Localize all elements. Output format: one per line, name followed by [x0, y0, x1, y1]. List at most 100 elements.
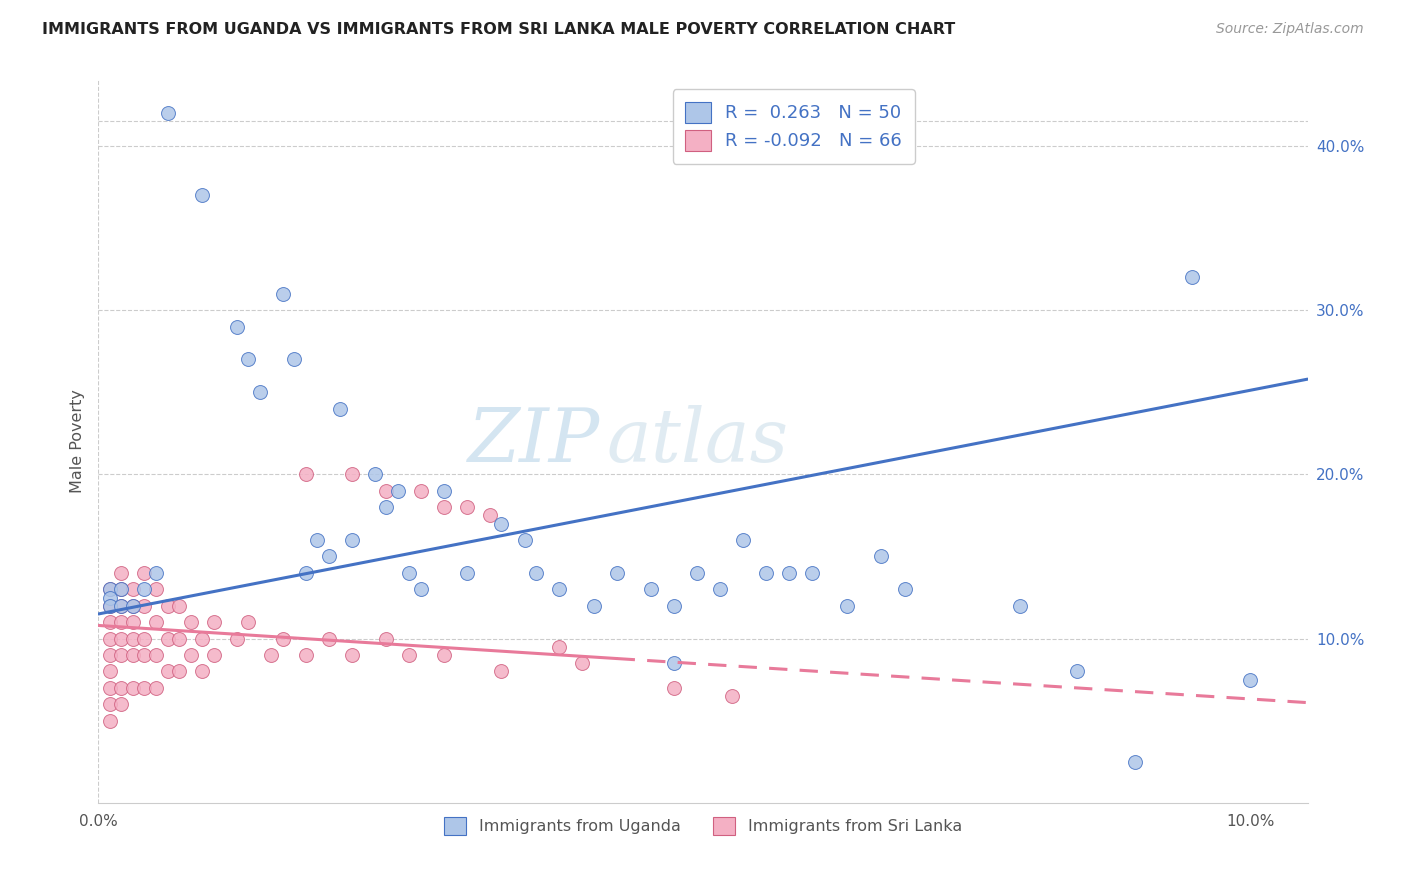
Point	[778, 566, 800, 580]
Point	[110, 615, 132, 630]
Point	[478, 508, 501, 523]
Point	[340, 648, 363, 662]
Point	[122, 599, 145, 613]
Y-axis label: Male Poverty: Male Poverty	[69, 390, 84, 493]
Point	[98, 582, 121, 597]
Point	[110, 599, 132, 613]
Point	[167, 599, 190, 613]
Point	[110, 582, 132, 597]
Point	[307, 533, 329, 547]
Point	[283, 352, 305, 367]
Point	[513, 533, 536, 547]
Text: ZIP: ZIP	[468, 405, 600, 478]
Point	[456, 500, 478, 515]
Point	[1008, 599, 1031, 613]
Point	[98, 665, 121, 679]
Point	[260, 648, 283, 662]
Point	[664, 681, 686, 695]
Point	[98, 681, 121, 695]
Point	[387, 483, 409, 498]
Point	[433, 483, 456, 498]
Point	[491, 665, 513, 679]
Point	[755, 566, 778, 580]
Point	[664, 657, 686, 671]
Point	[733, 533, 755, 547]
Point	[122, 681, 145, 695]
Point	[1239, 673, 1261, 687]
Point	[202, 648, 225, 662]
Point	[409, 483, 432, 498]
Point	[167, 665, 190, 679]
Point	[1181, 270, 1204, 285]
Point	[582, 599, 605, 613]
Point	[640, 582, 662, 597]
Point	[134, 582, 156, 597]
Point	[180, 615, 202, 630]
Point	[98, 615, 121, 630]
Point	[202, 615, 225, 630]
Point	[145, 615, 167, 630]
Point	[110, 698, 132, 712]
Point	[98, 714, 121, 728]
Point	[329, 401, 352, 416]
Point	[835, 599, 858, 613]
Text: IMMIGRANTS FROM UGANDA VS IMMIGRANTS FROM SRI LANKA MALE POVERTY CORRELATION CHA: IMMIGRANTS FROM UGANDA VS IMMIGRANTS FRO…	[42, 22, 956, 37]
Point	[340, 467, 363, 482]
Point	[236, 352, 259, 367]
Point	[110, 566, 132, 580]
Legend: Immigrants from Uganda, Immigrants from Sri Lanka: Immigrants from Uganda, Immigrants from …	[437, 811, 969, 842]
Point	[409, 582, 432, 597]
Point	[294, 648, 316, 662]
Point	[375, 632, 398, 646]
Point	[156, 632, 179, 646]
Point	[686, 566, 709, 580]
Point	[122, 648, 145, 662]
Point	[1066, 665, 1088, 679]
Point	[375, 500, 398, 515]
Point	[110, 648, 132, 662]
Point	[294, 566, 316, 580]
Point	[134, 566, 156, 580]
Point	[134, 599, 156, 613]
Point	[571, 657, 593, 671]
Point	[249, 385, 271, 400]
Text: atlas: atlas	[606, 405, 789, 478]
Point	[225, 632, 247, 646]
Point	[98, 591, 121, 605]
Point	[156, 106, 179, 120]
Point	[720, 689, 742, 703]
Point	[191, 188, 214, 202]
Point	[236, 615, 259, 630]
Point	[870, 549, 893, 564]
Point	[548, 582, 571, 597]
Point	[318, 549, 340, 564]
Point	[398, 566, 420, 580]
Point	[122, 615, 145, 630]
Point	[145, 582, 167, 597]
Point	[191, 632, 214, 646]
Point	[893, 582, 915, 597]
Text: Source: ZipAtlas.com: Source: ZipAtlas.com	[1216, 22, 1364, 37]
Point	[98, 599, 121, 613]
Point	[801, 566, 824, 580]
Point	[122, 632, 145, 646]
Point	[134, 632, 156, 646]
Point	[167, 632, 190, 646]
Point	[709, 582, 731, 597]
Point	[664, 599, 686, 613]
Point	[318, 632, 340, 646]
Point	[98, 698, 121, 712]
Point	[110, 582, 132, 597]
Point	[225, 319, 247, 334]
Point	[156, 599, 179, 613]
Point	[433, 648, 456, 662]
Point	[98, 632, 121, 646]
Point	[271, 286, 294, 301]
Point	[98, 648, 121, 662]
Point	[456, 566, 478, 580]
Point	[122, 599, 145, 613]
Point	[340, 533, 363, 547]
Point	[145, 681, 167, 695]
Point	[1123, 755, 1146, 769]
Point	[271, 632, 294, 646]
